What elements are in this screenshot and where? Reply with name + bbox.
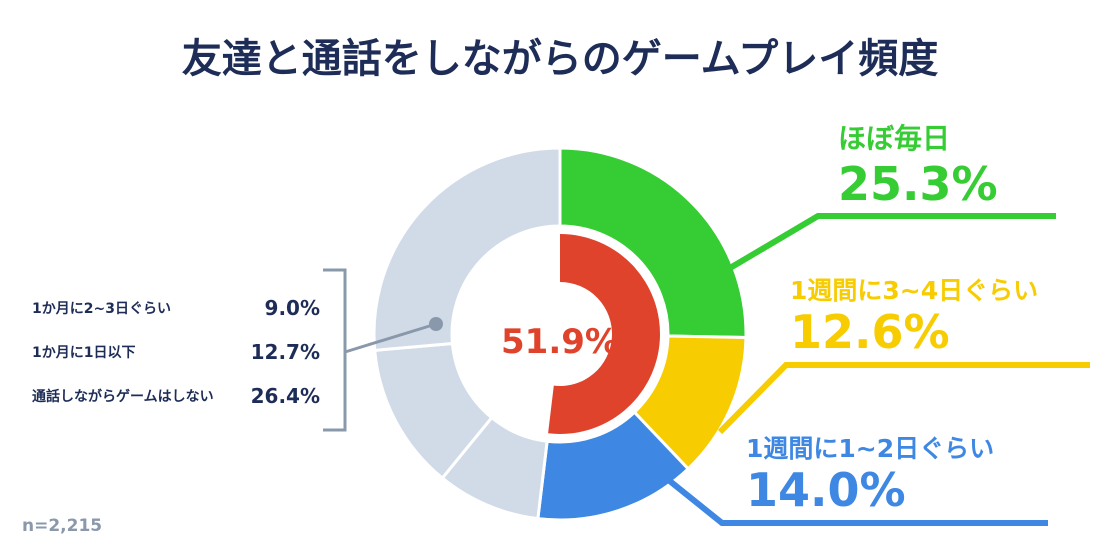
slice-no-call	[372, 146, 562, 352]
chart-title: 友達と通話をしながらのゲームプレイ頻度	[182, 36, 938, 82]
legend-bracket	[323, 268, 347, 432]
legend-item-value: 9.0%	[265, 296, 320, 320]
legend-item-value: 26.4%	[251, 384, 320, 408]
legend-item-name: 通話しながらゲームはしない	[32, 388, 214, 405]
label-weekly12-value: 14.0%	[746, 463, 906, 517]
leader-line-weekly12	[664, 475, 1048, 526]
legend-pointer-line	[344, 322, 437, 354]
left-legend: 1か月に2~3日ぐらい 9.0% 1か月に1日以下 12.7% 通話しながらゲー…	[32, 296, 320, 408]
slice-daily	[558, 146, 748, 340]
label-weekly34-name: 1週間に3~4日ぐらい	[790, 276, 1038, 305]
legend-item-name: 1か月に1日以下	[32, 345, 135, 361]
outer-ring	[372, 146, 748, 522]
label-weekly34-value: 12.6%	[790, 305, 950, 359]
inner-ring	[548, 234, 661, 434]
label-daily-value: 25.3%	[838, 157, 998, 211]
label-weekly12-name: 1週間に1~2日ぐらい	[746, 434, 994, 463]
label-daily-name: ほぼ毎日	[838, 122, 950, 155]
leader-line-weekly34	[717, 362, 1090, 435]
center-value-label: 51.9%	[501, 322, 619, 362]
legend-pointer-dot	[429, 317, 443, 331]
sample-size-note: n=2,215	[22, 516, 102, 536]
leader-line-daily	[728, 213, 1056, 271]
legend-item-name: 1か月に2~3日ぐらい	[32, 301, 171, 317]
legend-item-value: 12.7%	[251, 340, 320, 364]
inner-slice-weekly-plus	[548, 234, 661, 434]
